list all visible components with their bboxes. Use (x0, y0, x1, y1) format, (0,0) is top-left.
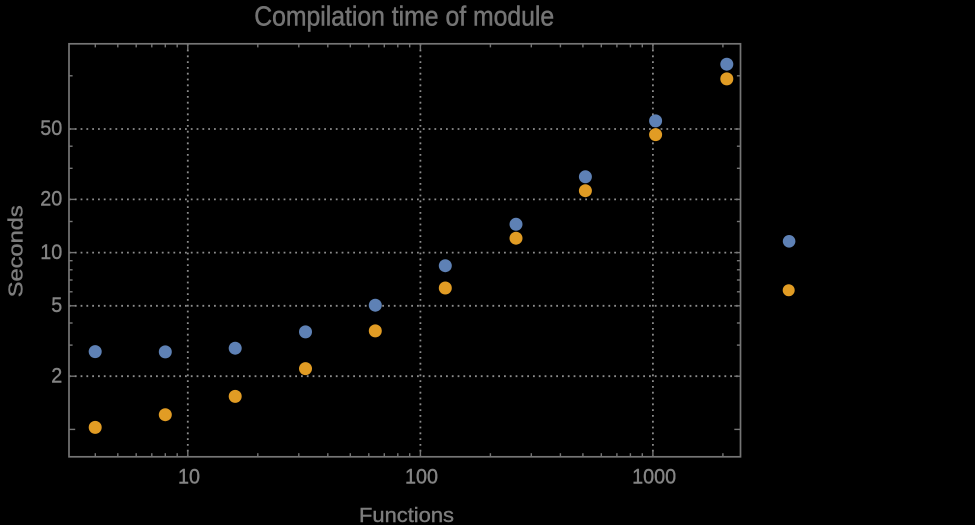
svg-text:5: 5 (51, 293, 62, 317)
svg-text:2: 2 (51, 363, 62, 387)
svg-text:10: 10 (40, 240, 62, 264)
svg-text:100: 100 (405, 464, 438, 488)
svg-text:1000: 1000 (632, 464, 676, 488)
svg-text:10: 10 (178, 464, 200, 488)
svg-text:Seconds: Seconds (4, 205, 27, 297)
svg-text:20: 20 (40, 187, 62, 211)
svg-text:Compilation time of module: Compilation time of module (254, 0, 554, 31)
svg-text:Functions: Functions (359, 504, 454, 525)
svg-text:50: 50 (40, 116, 62, 140)
